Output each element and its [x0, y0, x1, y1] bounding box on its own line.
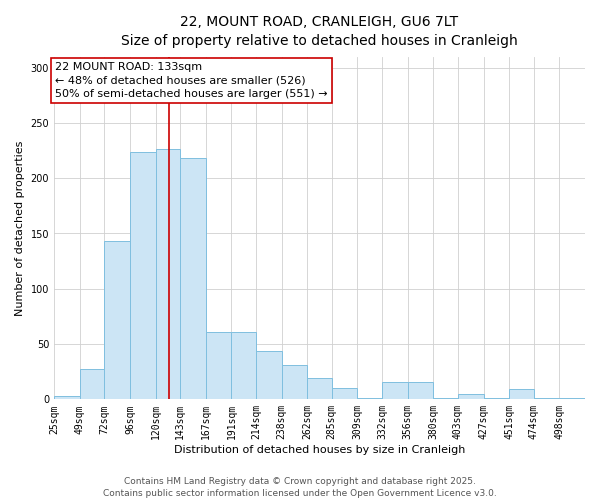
Bar	[54, 396, 80, 400]
Bar	[256, 350, 281, 400]
Bar	[130, 152, 155, 400]
Bar	[281, 365, 307, 400]
Bar	[382, 382, 407, 400]
Bar	[80, 370, 104, 400]
Bar	[509, 390, 534, 400]
Bar	[180, 158, 206, 400]
Bar	[104, 241, 130, 400]
Bar	[307, 378, 332, 400]
Bar	[458, 394, 484, 400]
Bar	[484, 398, 509, 400]
Title: 22, MOUNT ROAD, CRANLEIGH, GU6 7LT
Size of property relative to detached houses : 22, MOUNT ROAD, CRANLEIGH, GU6 7LT Size …	[121, 15, 518, 48]
Text: 22 MOUNT ROAD: 133sqm
← 48% of detached houses are smaller (526)
50% of semi-det: 22 MOUNT ROAD: 133sqm ← 48% of detached …	[55, 62, 328, 98]
Bar	[407, 382, 433, 400]
Bar	[332, 388, 358, 400]
Bar	[433, 398, 458, 400]
Bar	[358, 398, 382, 400]
Bar	[534, 398, 559, 400]
Bar	[232, 332, 256, 400]
Bar	[559, 398, 585, 400]
Bar	[155, 150, 180, 400]
Bar	[206, 332, 232, 400]
X-axis label: Distribution of detached houses by size in Cranleigh: Distribution of detached houses by size …	[174, 445, 465, 455]
Y-axis label: Number of detached properties: Number of detached properties	[15, 140, 25, 316]
Text: Contains HM Land Registry data © Crown copyright and database right 2025.
Contai: Contains HM Land Registry data © Crown c…	[103, 476, 497, 498]
